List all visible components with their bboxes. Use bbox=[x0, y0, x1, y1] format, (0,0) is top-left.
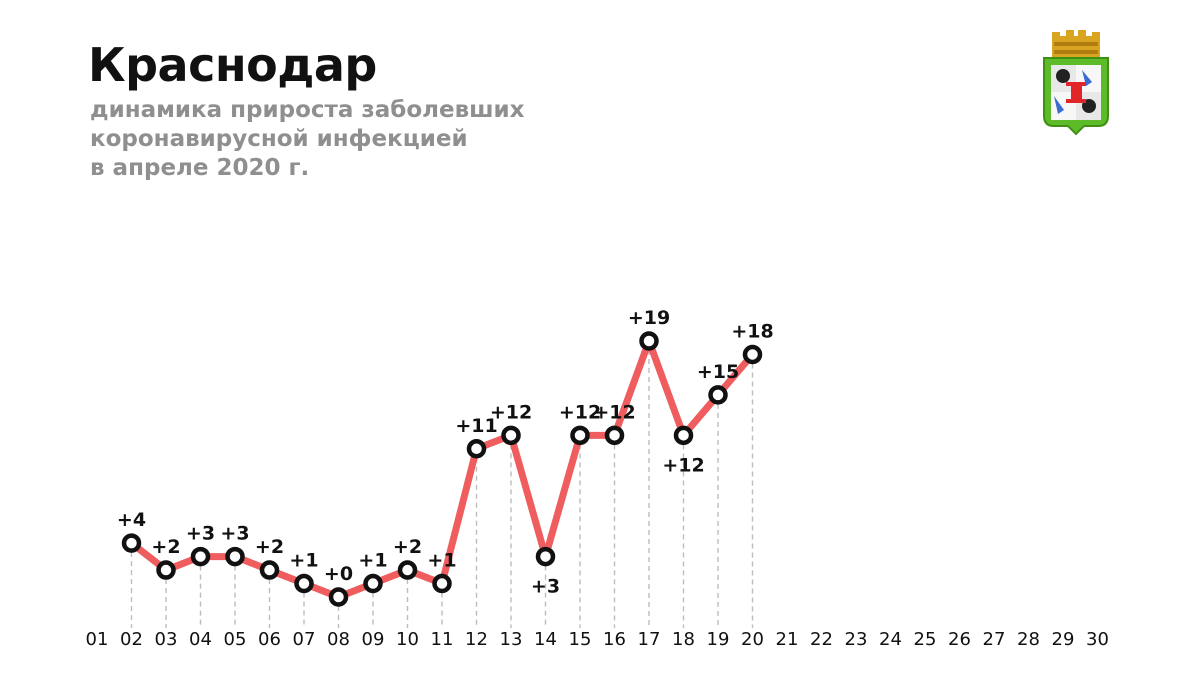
data-label: +1 bbox=[289, 550, 318, 572]
subtitle-line: в апреле 2020 г. bbox=[90, 155, 310, 181]
page-subtitle: динамика прироста заболевших коронавирус… bbox=[90, 96, 610, 183]
data-point bbox=[156, 560, 176, 580]
data-label: +12 bbox=[593, 401, 635, 423]
data-point bbox=[121, 533, 142, 553]
data-point bbox=[259, 560, 280, 580]
data-point bbox=[673, 425, 694, 446]
x-tick-label: 05 bbox=[224, 629, 247, 650]
city-emblem-icon bbox=[1040, 30, 1112, 138]
data-point bbox=[742, 344, 763, 365]
x-tick-label: 14 bbox=[534, 629, 557, 650]
data-label: +1 bbox=[427, 550, 456, 572]
x-tick-label: 18 bbox=[672, 629, 695, 650]
x-tick-label: 03 bbox=[155, 629, 178, 650]
data-point bbox=[570, 425, 590, 446]
data-point bbox=[294, 573, 314, 594]
x-tick-label: 29 bbox=[1052, 629, 1075, 650]
data-label: +2 bbox=[393, 536, 422, 558]
data-label: +3 bbox=[531, 576, 560, 598]
data-label: +4 bbox=[117, 509, 146, 531]
x-tick-label: 04 bbox=[189, 629, 212, 650]
data-point bbox=[501, 425, 521, 446]
x-tick-label: 15 bbox=[569, 629, 592, 650]
data-label: +15 bbox=[697, 361, 739, 383]
data-point bbox=[225, 546, 245, 567]
x-tick-label: 16 bbox=[603, 629, 626, 650]
x-tick-label: 08 bbox=[327, 629, 350, 650]
data-point bbox=[466, 439, 487, 459]
data-label: +19 bbox=[628, 307, 670, 329]
x-tick-label: 26 bbox=[948, 629, 971, 650]
x-tick-label: 12 bbox=[465, 629, 488, 650]
data-point bbox=[190, 546, 211, 567]
data-point bbox=[639, 331, 659, 351]
data-point bbox=[328, 587, 349, 607]
x-tick-label: 01 bbox=[86, 629, 109, 650]
data-point bbox=[535, 546, 556, 567]
x-tick-label: 22 bbox=[810, 629, 833, 650]
data-point bbox=[432, 573, 452, 594]
x-tick-label: 10 bbox=[396, 629, 419, 650]
data-label: +11 bbox=[455, 415, 497, 437]
x-tick-label: 13 bbox=[500, 629, 523, 650]
x-tick-label: 02 bbox=[120, 629, 143, 650]
data-label: +18 bbox=[731, 320, 773, 342]
data-point bbox=[363, 573, 383, 594]
data-label: +3 bbox=[220, 523, 249, 545]
x-tick-label: 11 bbox=[431, 629, 454, 650]
data-label: +1 bbox=[358, 550, 387, 572]
x-tick-label: 17 bbox=[638, 629, 661, 650]
x-tick-label: 30 bbox=[1086, 629, 1109, 650]
x-tick-label: 27 bbox=[983, 629, 1006, 650]
x-tick-label: 25 bbox=[914, 629, 937, 650]
data-label: +0 bbox=[324, 563, 353, 585]
data-point bbox=[397, 560, 418, 580]
x-tick-label: 23 bbox=[845, 629, 868, 650]
x-tick-label: 24 bbox=[879, 629, 902, 650]
data-label: +12 bbox=[490, 401, 532, 423]
data-label: +2 bbox=[255, 536, 284, 558]
x-tick-label: 21 bbox=[776, 629, 799, 650]
x-tick-label: 06 bbox=[258, 629, 281, 650]
x-tick-label: 07 bbox=[293, 629, 316, 650]
x-tick-label: 28 bbox=[1017, 629, 1040, 650]
subtitle-line: коронавирусной инфекцией bbox=[90, 126, 468, 152]
x-tick-label: 20 bbox=[741, 629, 764, 650]
data-label: +12 bbox=[662, 454, 704, 476]
x-tick-label: 19 bbox=[707, 629, 730, 650]
data-label: +2 bbox=[151, 536, 180, 558]
data-point bbox=[604, 425, 625, 446]
page-title: Краснодар bbox=[88, 38, 377, 92]
subtitle-line: динамика прироста заболевших bbox=[90, 97, 525, 123]
data-label: +12 bbox=[559, 401, 601, 423]
data-label: +3 bbox=[186, 523, 215, 545]
x-tick-label: 09 bbox=[362, 629, 385, 650]
data-point bbox=[708, 385, 728, 405]
